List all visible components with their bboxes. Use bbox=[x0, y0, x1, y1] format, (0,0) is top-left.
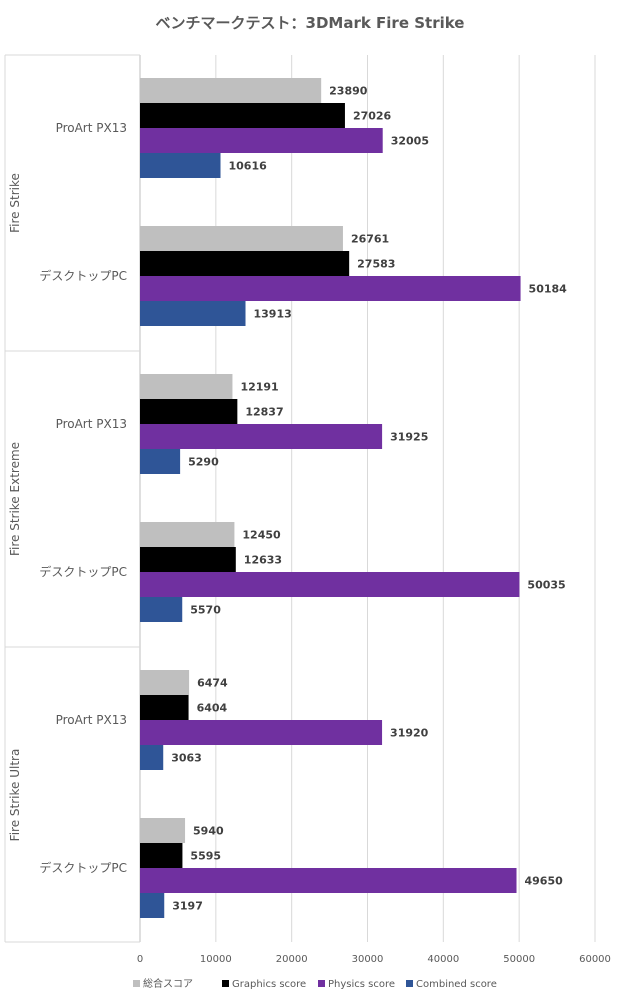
category-label: デスクトップPC bbox=[39, 564, 127, 579]
legend-swatch bbox=[406, 980, 413, 987]
bar bbox=[140, 745, 164, 770]
data-label: 31920 bbox=[390, 727, 429, 740]
bar bbox=[140, 276, 521, 301]
bar bbox=[140, 153, 221, 178]
bar bbox=[140, 597, 183, 622]
legend-label: Graphics score bbox=[232, 979, 306, 990]
data-label: 6404 bbox=[197, 702, 228, 715]
bar bbox=[140, 843, 183, 868]
data-label: 5595 bbox=[190, 850, 221, 863]
x-tick-label: 10000 bbox=[200, 954, 232, 965]
chart-title: ベンチマークテスト：3DMark Fire Strike bbox=[155, 14, 465, 32]
data-label: 12450 bbox=[242, 529, 281, 542]
group-label: Fire Strike Extreme bbox=[8, 442, 22, 556]
bar bbox=[140, 78, 322, 103]
bar bbox=[140, 893, 165, 918]
legend-swatch bbox=[318, 980, 325, 987]
bar bbox=[140, 374, 233, 399]
x-tick-label: 60000 bbox=[579, 954, 611, 965]
bar bbox=[140, 251, 350, 276]
data-label: 12837 bbox=[245, 406, 283, 419]
x-tick-label: 30000 bbox=[352, 954, 384, 965]
bar bbox=[140, 547, 236, 572]
bar bbox=[140, 868, 517, 893]
data-label: 49650 bbox=[525, 875, 564, 888]
bar bbox=[140, 128, 383, 153]
data-label: 50035 bbox=[527, 579, 565, 592]
data-label: 5570 bbox=[190, 604, 221, 617]
data-label: 27583 bbox=[357, 258, 395, 271]
bar bbox=[140, 695, 189, 720]
data-label: 6474 bbox=[197, 677, 228, 690]
bar bbox=[140, 522, 235, 547]
category-label: デスクトップPC bbox=[39, 268, 127, 283]
bar bbox=[140, 449, 181, 474]
category-label: ProArt PX13 bbox=[56, 121, 127, 135]
legend-label: 総合スコア bbox=[143, 977, 193, 990]
data-label: 12191 bbox=[240, 381, 278, 394]
data-label: 26761 bbox=[351, 233, 389, 246]
bar bbox=[140, 399, 238, 424]
bar bbox=[140, 670, 190, 695]
group-label: Fire Strike Ultra bbox=[8, 749, 22, 842]
data-label: 50184 bbox=[529, 283, 568, 296]
data-label: 10616 bbox=[229, 160, 268, 173]
data-label: 23890 bbox=[329, 85, 368, 98]
legend-swatch bbox=[222, 980, 229, 987]
bar bbox=[140, 226, 343, 251]
data-label: 31925 bbox=[390, 431, 428, 444]
bar bbox=[140, 572, 520, 597]
data-label: 3063 bbox=[171, 752, 202, 765]
data-label: 32005 bbox=[391, 135, 429, 148]
bar bbox=[140, 424, 383, 449]
category-label: デスクトップPC bbox=[39, 860, 127, 875]
x-tick-label: 0 bbox=[137, 954, 143, 965]
x-tick-label: 50000 bbox=[503, 954, 535, 965]
data-label: 5290 bbox=[188, 456, 219, 469]
group-label: Fire Strike bbox=[8, 173, 22, 233]
x-tick-label: 40000 bbox=[427, 954, 459, 965]
legend-swatch bbox=[133, 980, 140, 987]
x-tick-label: 20000 bbox=[276, 954, 308, 965]
data-label: 3197 bbox=[172, 900, 203, 913]
bar bbox=[140, 818, 186, 843]
data-label: 27026 bbox=[353, 110, 392, 123]
data-label: 12633 bbox=[244, 554, 282, 567]
legend-label: Combined score bbox=[416, 979, 497, 990]
data-label: 13913 bbox=[254, 308, 292, 321]
bar bbox=[140, 103, 345, 128]
legend-label: Physics score bbox=[328, 979, 395, 990]
category-label: ProArt PX13 bbox=[56, 713, 127, 727]
category-label: ProArt PX13 bbox=[56, 417, 127, 431]
data-label: 5940 bbox=[193, 825, 224, 838]
bar bbox=[140, 301, 246, 326]
bar bbox=[140, 720, 383, 745]
